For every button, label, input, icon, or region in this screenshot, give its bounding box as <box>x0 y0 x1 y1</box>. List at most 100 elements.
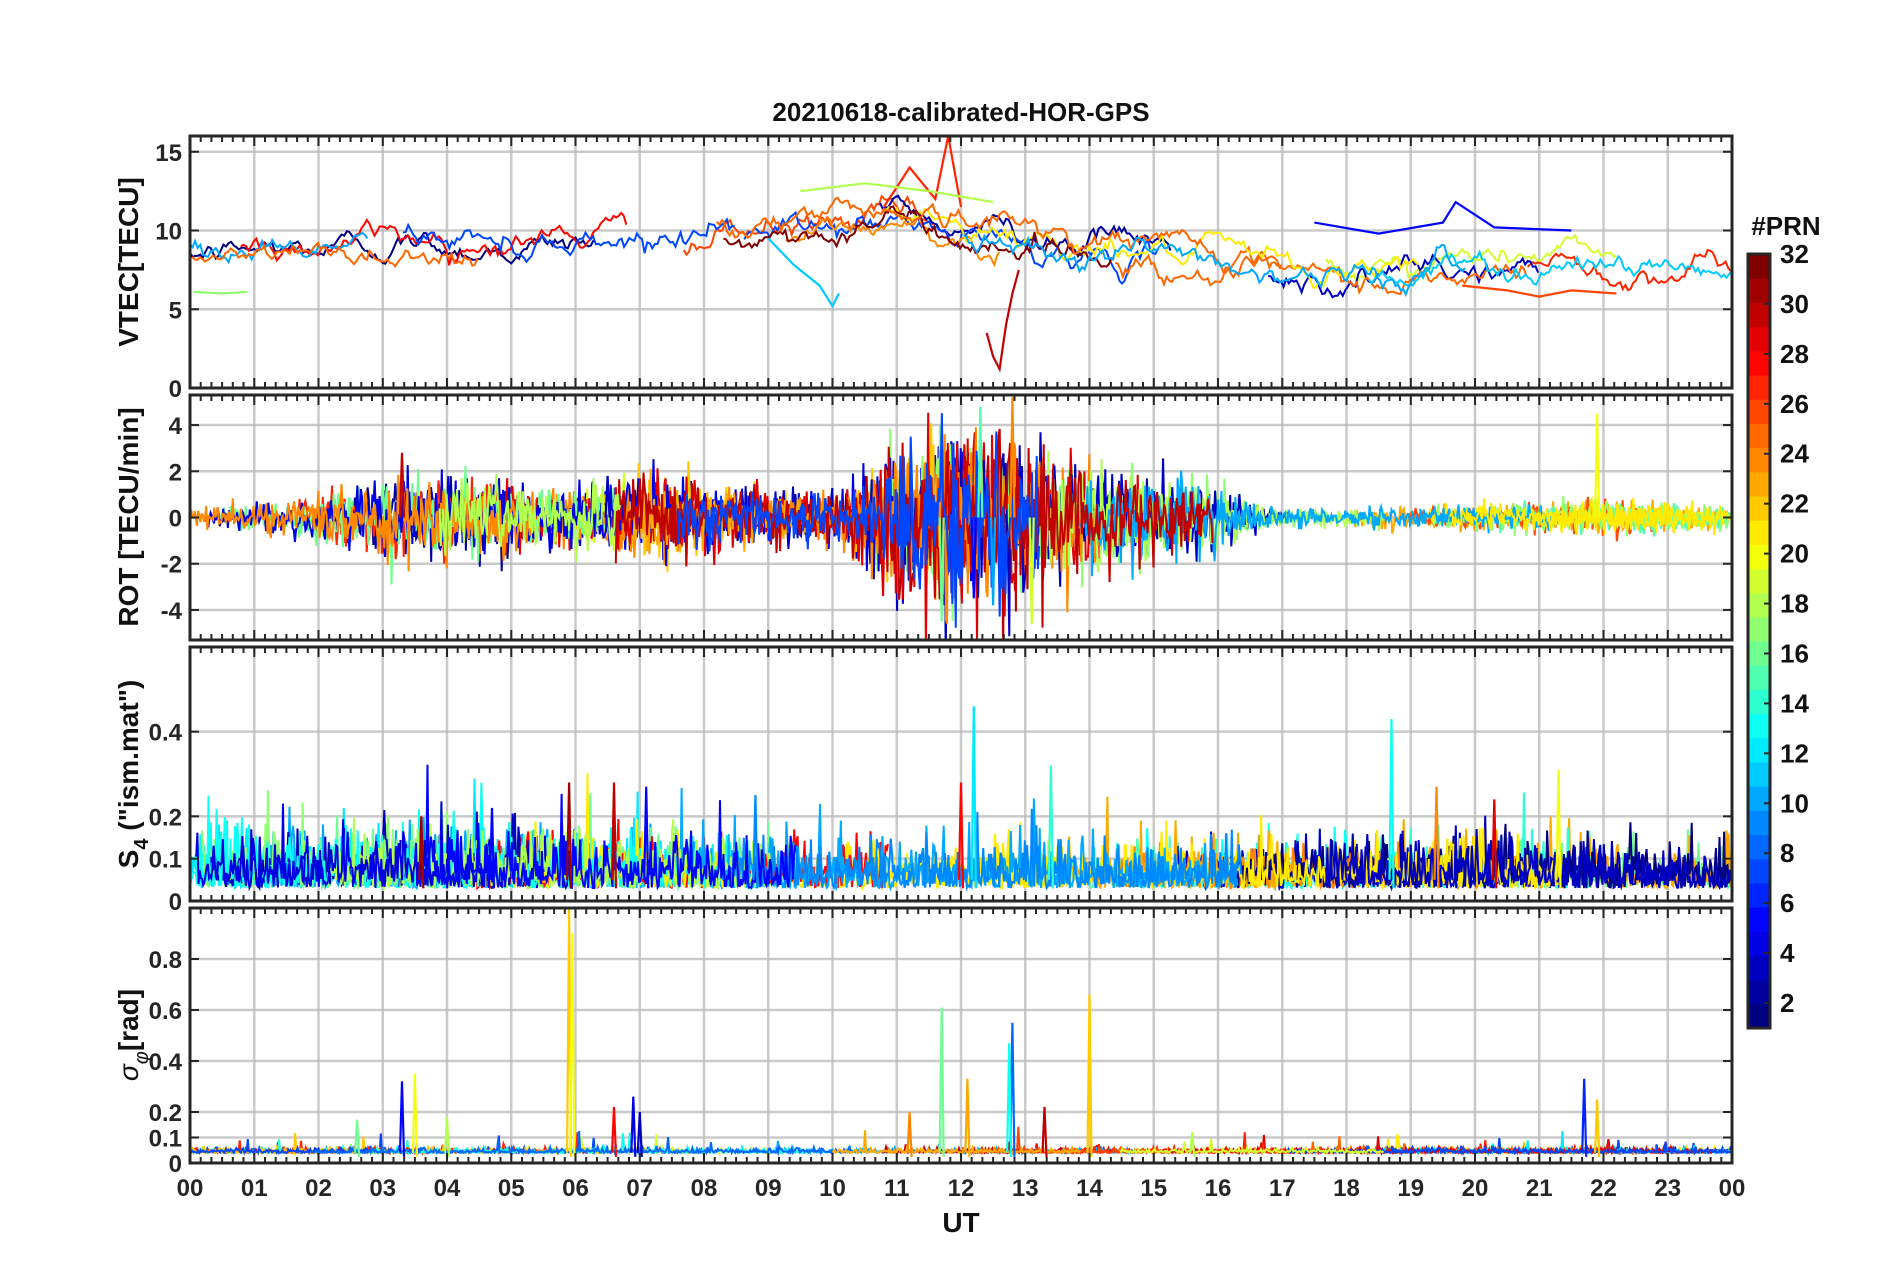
rot-spike <box>604 475 611 518</box>
s4-spike <box>566 782 573 889</box>
vtec-feature-trace <box>193 290 248 295</box>
vtec-trace <box>723 205 1115 268</box>
s4-spike <box>752 795 759 889</box>
vtec-trace <box>1325 233 1617 287</box>
x-tick-label: 19 <box>1397 1175 1424 1202</box>
vtec-ytick-label: 15 <box>155 140 182 167</box>
rot-spike <box>970 517 977 599</box>
sigma-phi-ylabel-sub: φ <box>131 1051 153 1064</box>
colorbar-segment <box>1748 326 1770 352</box>
x-tick-label: 15 <box>1140 1175 1167 1202</box>
sigma_phi-ytick-label: 0.4 <box>149 1049 183 1076</box>
rot-spike <box>938 517 945 622</box>
rot-spike <box>398 452 406 518</box>
s4-spike <box>1555 769 1562 889</box>
sigma_phi-spike <box>1594 1099 1601 1157</box>
vtec-feature-trace <box>767 237 840 309</box>
s4-spike <box>1433 786 1440 889</box>
colorbar-segment <box>1748 254 1770 279</box>
colorbar-segment <box>1748 713 1770 739</box>
colorbar-segment <box>1748 882 1770 908</box>
colorbar-segment <box>1748 616 1770 642</box>
sigma_phi-trace <box>1119 1138 1385 1155</box>
sigma-phi-ylabel: σφ[rad] <box>113 989 153 1081</box>
s4-trace <box>329 817 773 891</box>
rot-traces <box>190 397 1732 640</box>
sigma_phi-spike <box>354 1119 361 1157</box>
s4-trace <box>195 801 496 892</box>
colorbar-segment <box>1748 592 1770 618</box>
vtec-ylabel: VTEC[TECU] <box>113 177 144 347</box>
s4-ytick-label: 0.1 <box>149 847 182 874</box>
vtec-traces <box>190 136 1732 373</box>
sigma_phi-trace <box>311 1131 852 1157</box>
vtec-trace <box>1114 245 1528 296</box>
x-tick-label: 18 <box>1333 1175 1360 1202</box>
s4-spike <box>957 782 965 889</box>
sigma_phi-spike <box>1086 994 1093 1157</box>
vtec-x-ticks <box>189 136 1733 388</box>
s4-spike <box>970 706 977 889</box>
colorbar-tick-label: 8 <box>1780 838 1794 868</box>
sigma_phi-traces <box>190 908 1732 1157</box>
colorbar-segment <box>1748 786 1770 811</box>
sigma-phi-ylabel-rest: [rad] <box>113 989 144 1051</box>
rot-trace <box>677 413 1041 628</box>
sigma_phi-spike <box>1041 1106 1048 1157</box>
x-tick-label: 00 <box>1719 1175 1746 1202</box>
colorbar-segment <box>1748 544 1770 570</box>
colorbar-tick-label: 16 <box>1780 638 1809 668</box>
colorbar-tick-label: 18 <box>1780 589 1809 619</box>
vtec-ytick-label: 0 <box>169 376 182 403</box>
vtec-feature-trace <box>1462 284 1617 298</box>
colorbar-segment <box>1748 641 1770 666</box>
sigma_phi-spike <box>906 1111 913 1157</box>
rot-ytick-label: -2 <box>161 552 182 579</box>
colorbar-tick-label: 22 <box>1780 489 1809 519</box>
x-tick-label: 09 <box>755 1175 782 1202</box>
sigma_phi-ytick-label: 0.6 <box>149 998 182 1025</box>
colorbar-segment <box>1748 520 1770 545</box>
colorbar-segment <box>1748 810 1770 836</box>
sigma_phi-spike <box>964 1078 971 1157</box>
x-tick-label: 16 <box>1205 1175 1232 1202</box>
rot-ylabel: ROT [TECU/min] <box>113 407 144 626</box>
vtec-trace <box>402 217 735 264</box>
s4-spike <box>610 782 618 889</box>
colorbar-tick-label: 10 <box>1780 788 1809 818</box>
sigma_phi-spike <box>630 1096 637 1157</box>
vtec-feature-trace <box>1314 200 1572 235</box>
colorbar-segment <box>1748 447 1770 473</box>
colorbar-tick-label: 26 <box>1780 389 1809 419</box>
sigma_phi-spike <box>1006 1043 1013 1157</box>
s4-spike <box>1491 799 1498 889</box>
sigma_phi-spike <box>398 1081 406 1157</box>
x-axis-title: UT <box>942 1207 979 1238</box>
s4-spike <box>1388 718 1395 889</box>
sigma_phi-spike <box>938 1007 945 1157</box>
x-tick-label: 12 <box>948 1175 975 1202</box>
colorbar-segment <box>1748 761 1770 787</box>
vtec-ytick-label: 10 <box>155 219 182 246</box>
vtec-feature-trace <box>985 269 1020 373</box>
sigma_phi-spike <box>443 1117 451 1157</box>
x-tick-label: 05 <box>498 1175 525 1202</box>
colorbar-segment <box>1748 931 1770 957</box>
colorbar-segment <box>1748 495 1770 521</box>
s4-ytick-label: 0.4 <box>149 720 183 747</box>
vtec-ytick-label: 5 <box>169 297 182 324</box>
rot-spike <box>977 406 984 518</box>
s4-ylabel-sub: 4 <box>131 838 153 850</box>
colorbar-segment <box>1748 423 1770 449</box>
sigma_phi-ytick-label: 0.2 <box>149 1100 182 1127</box>
x-tick-label: 13 <box>1012 1175 1039 1202</box>
sigma_phi-ytick-label: 0.8 <box>149 947 182 974</box>
colorbar-frame <box>1746 252 1772 1030</box>
vtec-trace <box>785 215 1001 268</box>
colorbar-segment <box>1748 399 1770 424</box>
x-tick-label: 23 <box>1654 1175 1681 1202</box>
x-tick-label: 17 <box>1269 1175 1296 1202</box>
rot-trace <box>1448 498 1711 536</box>
sigma_phi-trace <box>831 1130 1082 1155</box>
